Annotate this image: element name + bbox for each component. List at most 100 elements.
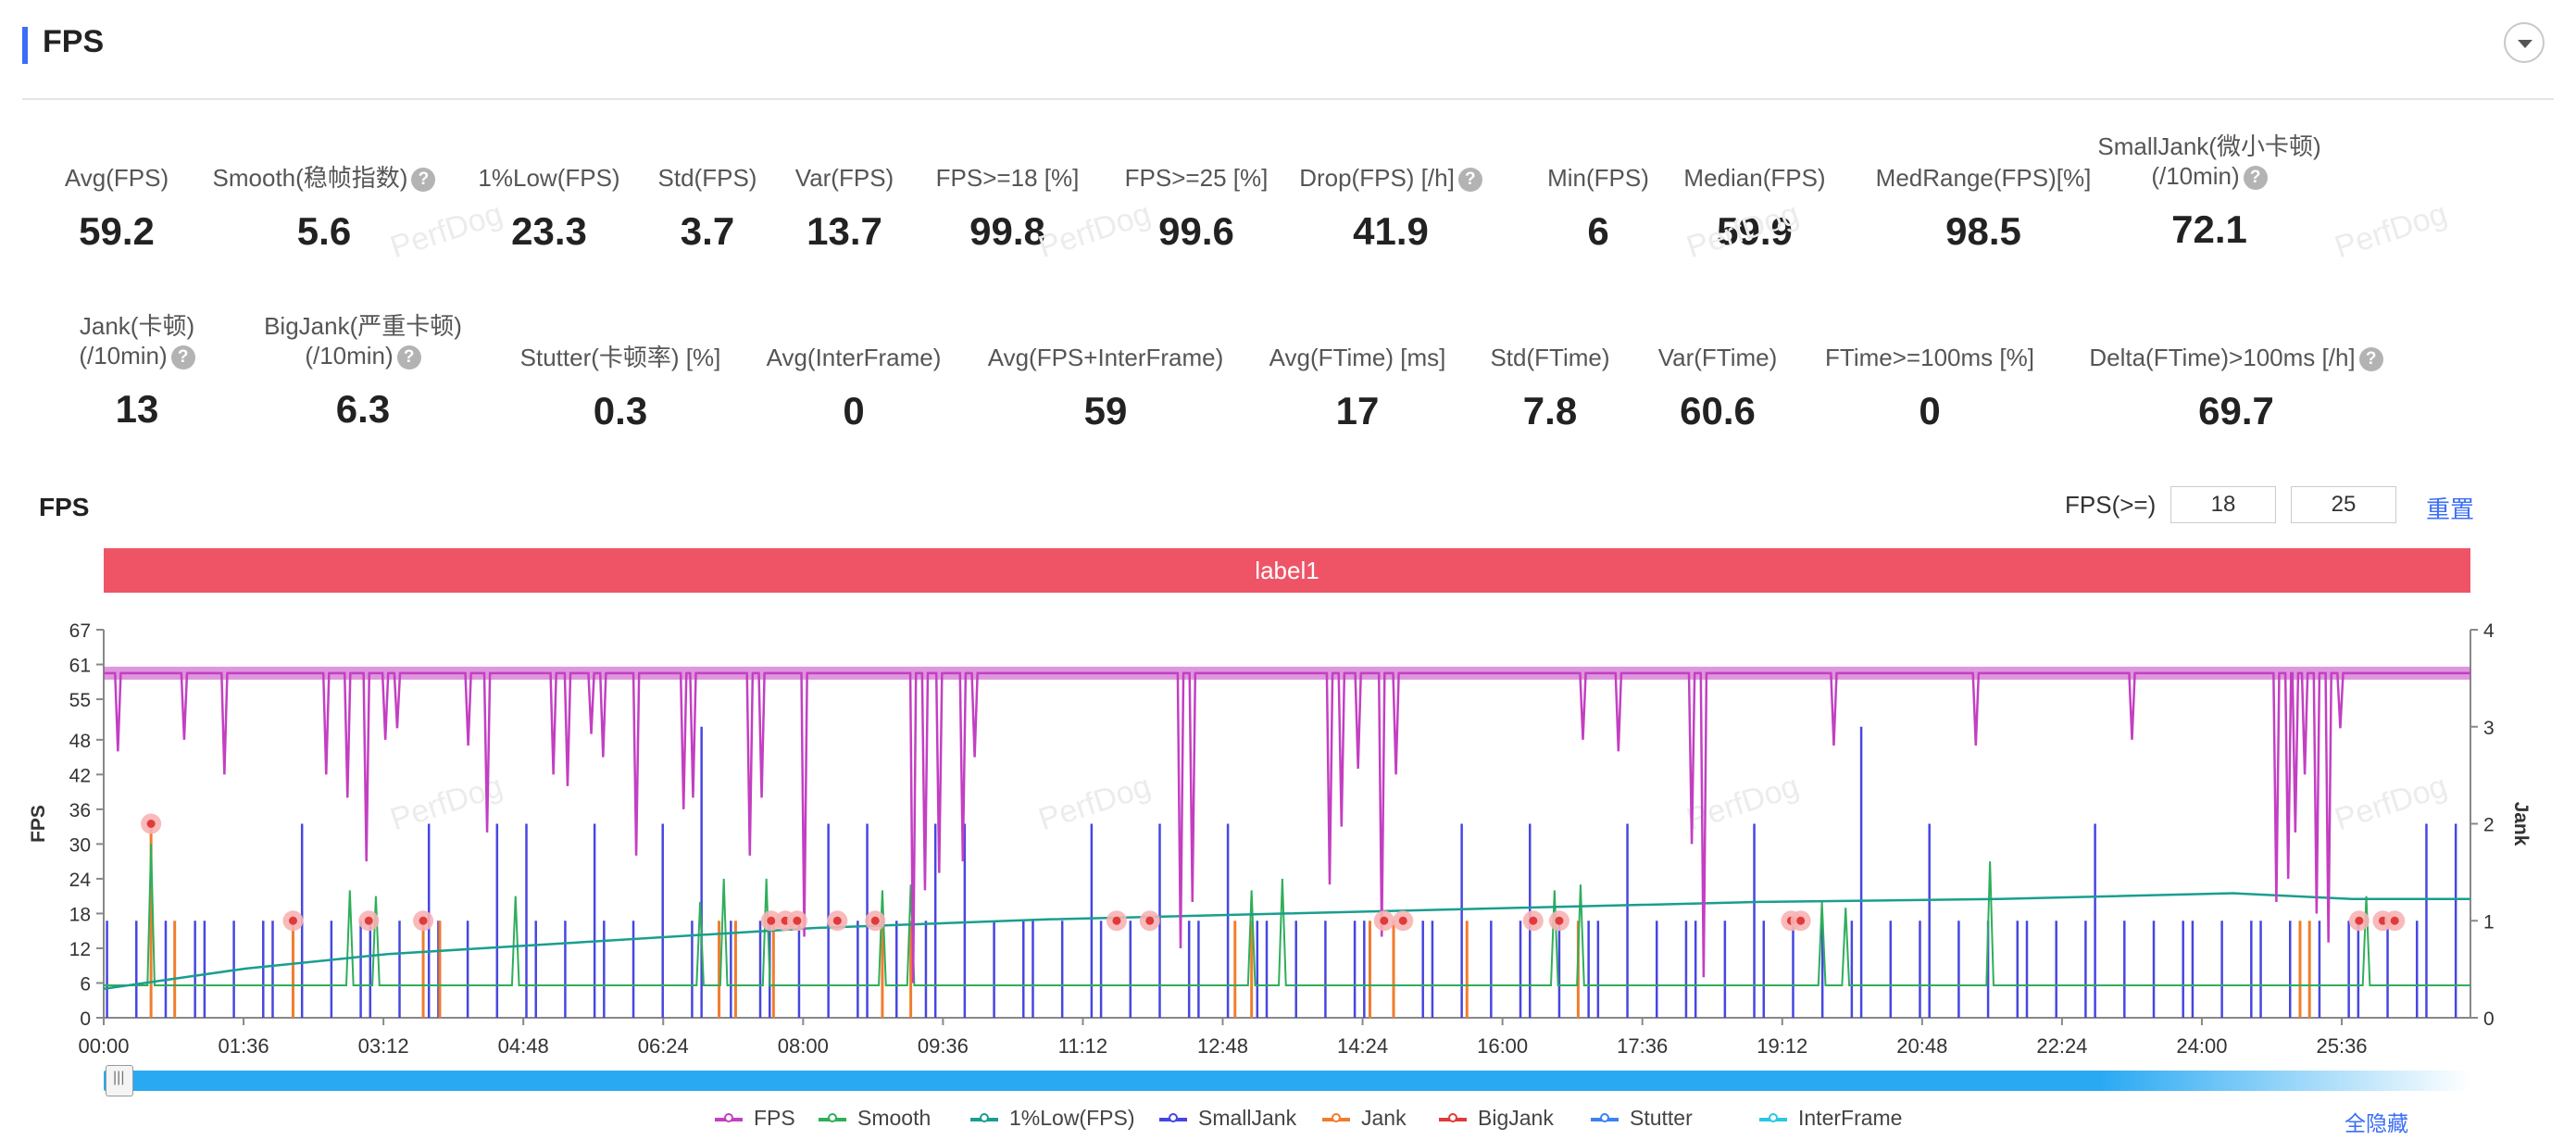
legend-label: FPS — [754, 1106, 795, 1130]
legend-label: BigJank — [1478, 1106, 1554, 1130]
legend-swatch — [715, 1112, 743, 1122]
legend-item-interframe[interactable]: InterFrame — [1759, 1106, 1902, 1131]
legend-item-smooth[interactable]: Smooth — [819, 1106, 931, 1131]
x-tick-label: 09:36 — [918, 1034, 969, 1058]
stats_row1-stat-3: Std(FPS) 3.7 — [550, 163, 865, 254]
x-tick-label: 25:36 — [2316, 1034, 2367, 1058]
bigjank-marker — [364, 916, 373, 925]
stat-label-text: FPS>=25 [%] — [1124, 164, 1269, 192]
chevron-down-icon[interactable] — [2504, 22, 2545, 63]
bigjank-marker — [1398, 916, 1407, 925]
stat-label: Delta(FTime)>100ms [/h]? — [2079, 343, 2394, 372]
legend-swatch — [1439, 1112, 1467, 1122]
fps-threshold-label: FPS(>=) — [2065, 491, 2157, 519]
fps-threshold-low-input[interactable]: 18 — [2170, 486, 2276, 523]
y2-tick-label: 2 — [2483, 815, 2495, 836]
stats_row1-stat-5: FPS>=18 [%] 99.8 — [850, 163, 1165, 254]
label-band[interactable]: label1 — [104, 548, 2470, 593]
stat-label-text: 1%Low(FPS) — [478, 164, 620, 192]
x-tick-label: 20:48 — [1896, 1034, 1947, 1058]
help-icon[interactable]: ? — [2358, 347, 2383, 372]
stat-value: 60.6 — [1680, 389, 1756, 432]
legend-item-bigjank[interactable]: BigJank — [1439, 1106, 1554, 1131]
y2-tick-label: 4 — [2483, 620, 2495, 642]
stat-label-text: Std(FPS) — [657, 164, 757, 192]
smooth-line — [104, 844, 2470, 986]
stats_row1-stat-0: Avg(FPS) 59.2 — [0, 163, 274, 254]
chart-title: FPS — [39, 493, 90, 521]
legend-marker — [828, 1112, 837, 1122]
legend-item-jank[interactable]: Jank — [1322, 1106, 1407, 1131]
stat-label: Median(FPS) — [1597, 163, 1912, 193]
y-tick-label: 67 — [69, 620, 91, 642]
stat-label: Std(FTime) — [1393, 343, 1707, 372]
x-tick-label: 22:24 — [2036, 1034, 2087, 1058]
stat-label: Var(FTime) — [1560, 343, 1875, 372]
help-icon[interactable]: ? — [2243, 166, 2268, 191]
legend-item-smalljank[interactable]: SmallJank — [1159, 1106, 1296, 1131]
legend-marker — [724, 1112, 733, 1122]
legend-item-1-low-fps-[interactable]: 1%Low(FPS) — [970, 1106, 1134, 1131]
stat-value: 7.8 — [1522, 389, 1578, 432]
y-tick-label: 6 — [80, 973, 91, 995]
legend-label: Smooth — [857, 1106, 932, 1130]
low1-line — [103, 892, 2470, 990]
stat-value: 0 — [843, 389, 865, 432]
legend-label: Stutter — [1630, 1106, 1693, 1130]
stat-label: Smooth(稳帧指数)? — [167, 163, 481, 193]
stats_row2-stat-2: Stutter(卡顿率) [%] 0.3 — [463, 343, 778, 433]
stat-label: SmallJank(微小卡顿) — [2052, 132, 2367, 161]
bigjank-marker — [2390, 916, 2399, 925]
legend-item-fps[interactable]: FPS — [715, 1106, 795, 1131]
y2-axis-label: Jank — [2510, 802, 2532, 846]
stat-value: 5.6 — [296, 209, 352, 253]
help-icon[interactable]: ? — [1457, 168, 1482, 193]
stats_row2-stat-5: Avg(FTime) [ms] 17 — [1200, 343, 1515, 433]
y-tick-label: 30 — [69, 834, 91, 856]
stat-label: MedRange(FPS)[%] — [1826, 163, 2141, 193]
stat-value: 99.8 — [969, 209, 1045, 253]
help-icon[interactable]: ? — [411, 168, 436, 193]
stat-label-unit: (/10min)? — [206, 341, 520, 370]
time-scrollbar[interactable] — [104, 1065, 2470, 1096]
bigjank-marker — [2355, 916, 2364, 925]
stat-label-text: SmallJank(微小卡顿) — [2097, 132, 2321, 160]
legend-marker — [1600, 1112, 1609, 1122]
stat-label-unit: (/10min)? — [2052, 161, 2367, 191]
stat-label: Avg(FTime) [ms] — [1200, 343, 1515, 372]
bigjank-marker — [1555, 916, 1564, 925]
help-icon[interactable]: ? — [396, 345, 421, 370]
y2-tick-label: 0 — [2483, 1008, 2495, 1030]
stats_row1-stat-9: Median(FPS) 59.9 — [1597, 163, 1912, 254]
stat-label-text: Smooth(稳帧指数) — [212, 164, 408, 192]
section-header: FPS — [22, 22, 2554, 100]
legend-marker — [1769, 1112, 1778, 1122]
stats_row2-stat-1: BigJank(严重卡顿) (/10min)? 6.3 — [206, 311, 520, 432]
stats_row1-stat-6: FPS>=25 [%] 99.6 — [1039, 163, 1354, 254]
stat-unit-text: (/10min) — [79, 342, 168, 370]
hide-all-button[interactable]: 全隐藏 — [2345, 1111, 2408, 1135]
stats_row1-stat-2: 1%Low(FPS) 23.3 — [392, 163, 707, 254]
legend-marker — [1169, 1112, 1178, 1122]
stat-label-text: Delta(FTime)>100ms [/h] — [2089, 344, 2356, 371]
help-icon[interactable]: ? — [170, 345, 195, 370]
stats_row1-stat-8: Min(FPS) 6 — [1441, 163, 1756, 254]
scrollbar-fade — [2100, 1071, 2470, 1091]
x-tick-label: 14:24 — [1337, 1034, 1388, 1058]
stats_row2-stat-6: Std(FTime) 7.8 — [1393, 343, 1707, 433]
stats_row2-stat-4: Avg(FPS+InterFrame) 59 — [948, 343, 1263, 433]
stats_row1-stat-10: MedRange(FPS)[%] 98.5 — [1826, 163, 2141, 254]
stat-value: 98.5 — [1945, 209, 2021, 253]
header-accent-bar — [22, 27, 28, 64]
fps-threshold-high-input[interactable]: 25 — [2291, 486, 2396, 523]
stat-label: Jank(卡顿) — [0, 311, 294, 341]
legend-item-stutter[interactable]: Stutter — [1591, 1106, 1693, 1131]
reset-button[interactable]: 重置 — [2426, 495, 2475, 523]
scrollbar-handle[interactable] — [106, 1065, 133, 1096]
y-axis-label: FPS — [28, 805, 49, 843]
bigjank-marker — [1796, 916, 1806, 925]
y-tick-label: 18 — [69, 904, 91, 925]
stats_row2-stat-0: Jank(卡顿) (/10min)? 13 — [0, 311, 294, 432]
stat-value: 23.3 — [511, 209, 587, 253]
